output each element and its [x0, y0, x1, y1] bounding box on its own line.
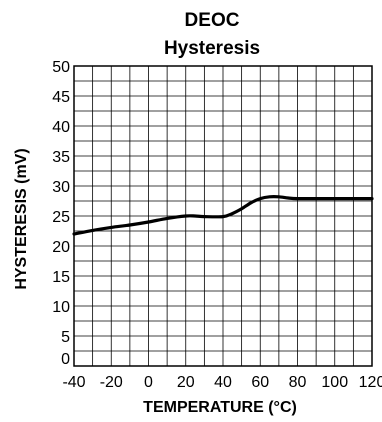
y-tick-label: 10: [52, 299, 70, 316]
series-group: [72, 195, 374, 236]
x-tick-label: 0: [144, 374, 153, 391]
y-tick-labels: 0 5 10 15 20 25 30 35 40 45 50: [52, 59, 70, 368]
x-tick-label: 60: [251, 374, 269, 391]
x-tick-label: 40: [214, 374, 232, 391]
y-axis-label: HYSTERESIS (mV): [13, 148, 30, 289]
x-tick-label: 20: [177, 374, 195, 391]
y-tick-label: 35: [52, 149, 70, 166]
y-tick-label: 15: [52, 269, 70, 286]
y-tick-label: 0: [61, 351, 70, 368]
x-tick-labels: -40 -20 0 20 40 60 80 100 120: [62, 374, 382, 391]
x-tick-label: 120: [359, 374, 382, 391]
x-tick-label: -40: [62, 374, 85, 391]
chart-title: DEOC: [185, 10, 240, 31]
y-tick-label: 45: [52, 89, 70, 106]
y-tick-label: 50: [52, 59, 70, 76]
y-tick-label: 30: [52, 179, 70, 196]
y-tick-label: 25: [52, 209, 70, 226]
chart-subtitle: Hysteresis: [164, 38, 260, 59]
x-tick-label: 100: [321, 374, 348, 391]
y-tick-label: 5: [61, 329, 70, 346]
series-line: [72, 195, 374, 236]
y-tick-label: 40: [52, 119, 70, 136]
x-tick-label: 80: [289, 374, 307, 391]
y-tick-label: 20: [52, 239, 70, 256]
plot-border: [73, 65, 373, 367]
x-tick-label: -20: [100, 374, 123, 391]
x-axis-label: TEMPERATURE (°C): [143, 399, 297, 416]
plot-frame: [73, 65, 373, 367]
